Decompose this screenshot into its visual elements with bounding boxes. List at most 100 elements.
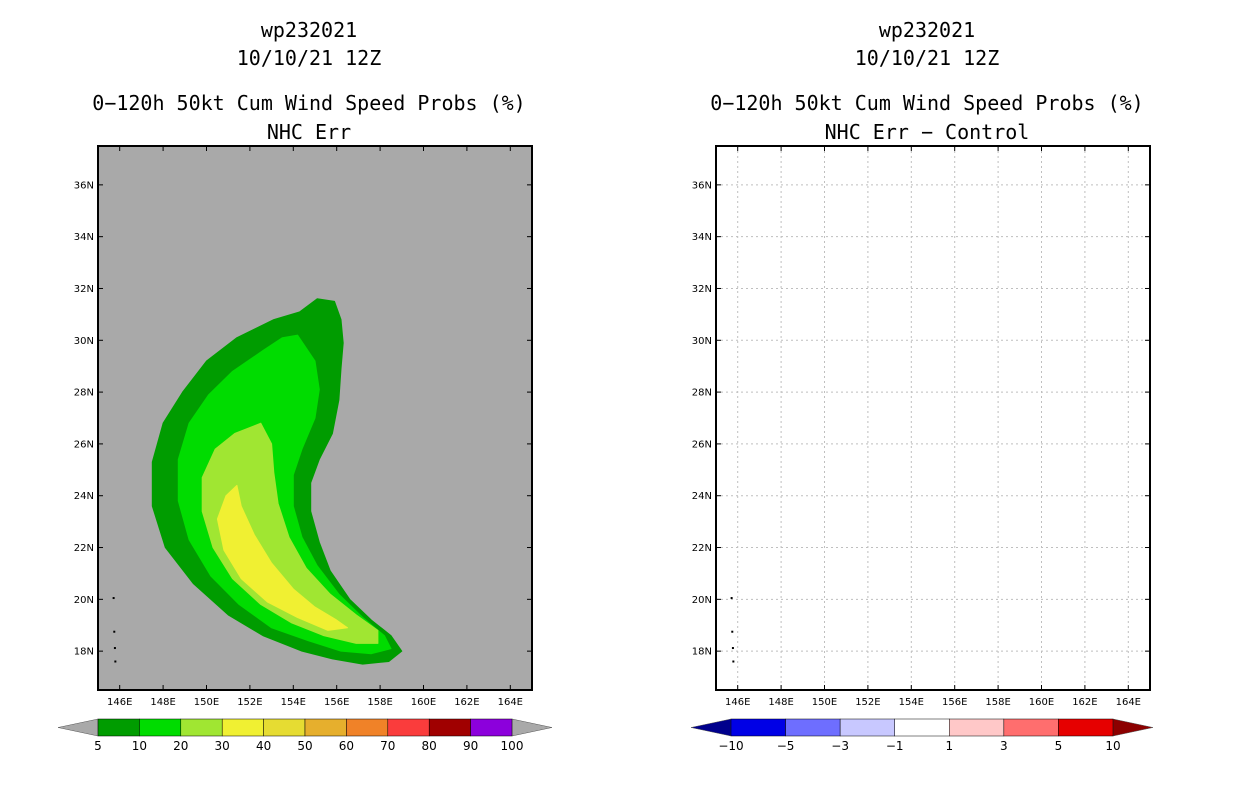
x-tick-label: 148E xyxy=(150,697,175,708)
island-20n xyxy=(730,597,733,600)
colorbar-over-arrow xyxy=(1112,718,1154,737)
island-20n xyxy=(112,597,115,600)
colorbar-label: −10 xyxy=(718,739,743,753)
y-tick-label: 30N xyxy=(692,336,712,347)
colorbar-swatch xyxy=(346,718,389,737)
panel-right: wp232021 10/10/21 12Z 0−120h 50kt Cum Wi… xyxy=(618,0,1236,800)
colorbar-label: 80 xyxy=(422,739,437,753)
title-product: 0−120h 50kt Cum Wind Speed Probs (%) xyxy=(710,91,1144,115)
y-tick-label: 20N xyxy=(692,595,712,606)
y-tick-label: 28N xyxy=(74,388,94,399)
colorbar-label: 1 xyxy=(945,739,953,753)
contour-20pct xyxy=(201,422,379,644)
y-tick-label: 18N xyxy=(692,647,712,658)
y-tick-label: 22N xyxy=(74,543,94,554)
colorbar-label: 30 xyxy=(215,739,230,753)
x-tick-label: 152E xyxy=(237,697,262,708)
x-tick-label: 158E xyxy=(985,697,1010,708)
y-tick-label: 26N xyxy=(74,439,94,450)
colorbar-label: 50 xyxy=(297,739,312,753)
island-18.8n xyxy=(731,630,734,633)
colorbar-swatch xyxy=(97,718,140,737)
colorbar-under-arrow xyxy=(57,718,99,737)
island-18.1n xyxy=(113,647,116,650)
colorbar-swatch xyxy=(180,718,223,737)
colorbar-swatch xyxy=(304,718,347,737)
colorbar-swatch xyxy=(1058,718,1114,737)
colorbar-swatch xyxy=(387,718,430,737)
y-tick-label: 36N xyxy=(692,180,712,191)
colorbar-swatch xyxy=(894,718,950,737)
panel-left: wp232021 10/10/21 12Z 0−120h 50kt Cum Wi… xyxy=(57,18,553,753)
colorbar-swatch xyxy=(470,718,513,737)
y-tick-label: 32N xyxy=(74,284,94,295)
y-tick-label: 18N xyxy=(74,647,94,658)
contour-30pct xyxy=(216,484,348,631)
x-tick-label: 164E xyxy=(1116,697,1141,708)
y-tick-label: 34N xyxy=(692,232,712,243)
plot-frame xyxy=(715,145,1151,691)
y-tick-label: 36N xyxy=(74,180,94,191)
x-tick-label: 156E xyxy=(324,697,349,708)
x-tick-label: 162E xyxy=(1072,697,1097,708)
y-tick-label: 24N xyxy=(692,491,712,502)
y-tick-label: 32N xyxy=(692,284,712,295)
colorbar-label: −1 xyxy=(886,739,904,753)
colorbar-over-arrow xyxy=(511,718,553,737)
y-tick-label: 34N xyxy=(74,232,94,243)
colorbar-label: 60 xyxy=(339,739,354,753)
wind-prob-map-difference: 146E 148E 150E 152E 154E 156E 158E 160E 162E 164E… xyxy=(690,145,1154,753)
title-storm-id: wp232021 xyxy=(878,18,976,42)
x-tick-label: 146E xyxy=(107,697,132,708)
title-subtitle: NHC Err xyxy=(266,120,352,144)
island-17.6n xyxy=(732,660,735,663)
colorbar-under-arrow xyxy=(690,718,732,737)
title-date: 10/10/21 12Z xyxy=(854,46,1000,70)
colorbar-label: 3 xyxy=(1000,739,1008,753)
x-tick-label: 152E xyxy=(855,697,880,708)
island-18.8n xyxy=(113,630,116,633)
x-tick-label: 146E xyxy=(725,697,750,708)
colorbar-label: 5 xyxy=(94,739,102,753)
colorbar-label: 70 xyxy=(380,739,395,753)
y-tick-label: 28N xyxy=(692,388,712,399)
x-tick-label: 154E xyxy=(281,697,306,708)
title-date: 10/10/21 12Z xyxy=(236,46,382,70)
title-product: 0−120h 50kt Cum Wind Speed Probs (%) xyxy=(92,91,526,115)
colorbar-swatch xyxy=(428,718,471,737)
x-tick-label: 154E xyxy=(899,697,924,708)
x-tick-label: 160E xyxy=(411,697,436,708)
colorbar-swatch xyxy=(263,718,306,737)
colorbar-label: −3 xyxy=(831,739,849,753)
x-tick-label: 150E xyxy=(812,697,837,708)
plot-frame xyxy=(97,145,533,691)
colorbar-swatch xyxy=(139,718,182,737)
x-tick-label: 162E xyxy=(454,697,479,708)
island-18.1n xyxy=(731,647,734,650)
colorbar-label: 90 xyxy=(463,739,478,753)
colorbar-swatch xyxy=(839,718,895,737)
x-tick-label: 158E xyxy=(367,697,392,708)
colorbar-swatch xyxy=(1003,718,1059,737)
title-subtitle: NHC Err − Control xyxy=(824,120,1030,144)
colorbar-label: 40 xyxy=(256,739,271,753)
title-storm-id: wp232021 xyxy=(260,18,358,42)
y-tick-label: 22N xyxy=(692,543,712,554)
colorbar-swatch xyxy=(730,718,786,737)
x-tick-label: 156E xyxy=(942,697,967,708)
colorbar-label: 10 xyxy=(1105,739,1120,753)
colorbar-swatch xyxy=(221,718,264,737)
x-tick-label: 164E xyxy=(498,697,523,708)
y-tick-label: 24N xyxy=(74,491,94,502)
x-tick-label: 150E xyxy=(194,697,219,708)
wind-prob-map-nhc-err: 146E 148E 150E 152E 154E 156E 158E 160E 162E 164E… xyxy=(57,145,553,753)
y-tick-label: 26N xyxy=(692,439,712,450)
colorbar-label: 20 xyxy=(173,739,188,753)
island-17.6n xyxy=(114,660,117,663)
colorbar-label: 100 xyxy=(501,739,524,753)
x-tick-label: 148E xyxy=(768,697,793,708)
colorbar-label: 10 xyxy=(132,739,147,753)
colorbar-swatch xyxy=(949,718,1005,737)
y-tick-label: 30N xyxy=(74,336,94,347)
colorbar-label: 5 xyxy=(1055,739,1063,753)
